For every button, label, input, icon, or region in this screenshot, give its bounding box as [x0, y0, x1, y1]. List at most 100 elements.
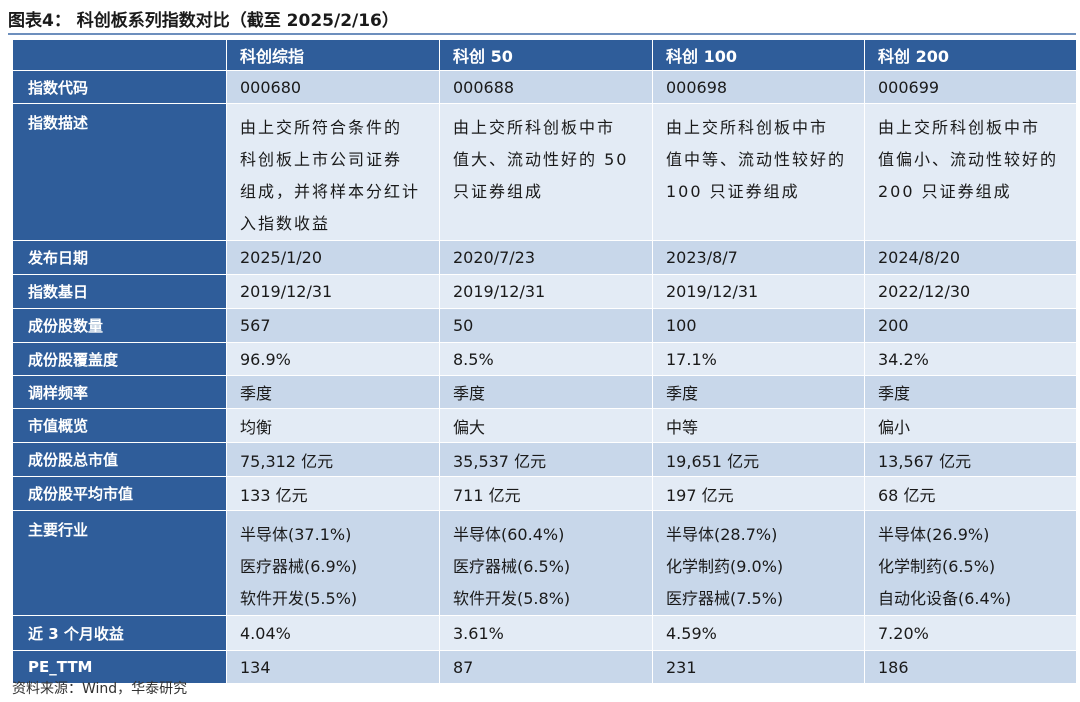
cell-line: 自动化设备(6.4%): [878, 589, 1012, 608]
table-cell: 半导体(26.9%) 化学制药(6.5%) 自动化设备(6.4%): [864, 510, 1077, 616]
table-cell: 4.59%: [652, 615, 865, 651]
table-cell: 中等: [652, 408, 865, 443]
cell-line: 由上交所符合条件的: [240, 118, 403, 137]
table-cell: 75,312 亿元: [226, 442, 440, 477]
column-header: 科创综指: [226, 39, 440, 71]
table-cell: 000688: [439, 70, 653, 104]
table-cell: 由上交所科创板中市 值中等、流动性较好的 100 只证券组成: [652, 103, 865, 241]
table-cell: 季度: [226, 375, 440, 409]
cell-line: 半导体(60.4%): [453, 525, 565, 544]
table-cell: 2019/12/31: [439, 274, 653, 309]
table-cell: 197 亿元: [652, 476, 865, 511]
cell-line: 化学制药(9.0%): [666, 557, 784, 576]
row-label: 成份股总市值: [12, 442, 227, 477]
table-cell: 35,537 亿元: [439, 442, 653, 477]
cell-line: 医疗器械(6.9%): [240, 557, 358, 576]
table-cell: 186: [864, 650, 1077, 684]
cell-line: 100 只证券组成: [666, 182, 800, 201]
row-label: 成份股平均市值: [12, 476, 227, 511]
table-cell: 2025/1/20: [226, 240, 440, 275]
source-note: 资料来源：Wind，华泰研究: [12, 681, 188, 697]
cell-line: 由上交所科创板中市: [666, 118, 829, 137]
header-corner: [12, 39, 227, 71]
cell-line: 化学制药(6.5%): [878, 557, 996, 576]
table-cell: 000698: [652, 70, 865, 104]
title-divider: [8, 33, 1076, 35]
cell-line: 软件开发(5.8%): [453, 589, 571, 608]
cell-line: 200 只证券组成: [878, 182, 1012, 201]
table-cell: 19,651 亿元: [652, 442, 865, 477]
table-cell: 偏小: [864, 408, 1077, 443]
table-cell: 000699: [864, 70, 1077, 104]
table-cell: 由上交所符合条件的 科创板上市公司证券 组成，并将样本分红计 入指数收益: [226, 103, 440, 241]
header-row: 科创综指 科创 50 科创 100 科创 200: [12, 39, 1077, 71]
column-header: 科创 50: [439, 39, 653, 71]
table-cell: 2020/7/23: [439, 240, 653, 275]
table-cell: 134: [226, 650, 440, 684]
table-cell: 50: [439, 308, 653, 343]
row-label: 主要行业: [12, 510, 227, 616]
table-cell: 711 亿元: [439, 476, 653, 511]
table-cell: 231: [652, 650, 865, 684]
table-row: 指数基日 2019/12/31 2019/12/31 2019/12/31 20…: [12, 274, 1077, 309]
table-cell: 100: [652, 308, 865, 343]
row-label: PE_TTM: [12, 650, 227, 684]
cell-line: 半导体(37.1%): [240, 525, 352, 544]
figure-title: 图表4： 科创板系列指数对比（截至 2025/2/16）: [8, 11, 399, 31]
table-row: 成份股平均市值 133 亿元 711 亿元 197 亿元 68 亿元: [12, 476, 1077, 511]
table-cell: 2023/8/7: [652, 240, 865, 275]
cell-line: 医疗器械(6.5%): [453, 557, 571, 576]
table-cell: 34.2%: [864, 342, 1077, 376]
row-label: 指数基日: [12, 274, 227, 309]
column-header: 科创 200: [864, 39, 1077, 71]
table-row: 发布日期 2025/1/20 2020/7/23 2023/8/7 2024/8…: [12, 240, 1077, 275]
index-comparison-table: 科创综指 科创 50 科创 100 科创 200 指数代码 000680 000…: [12, 39, 1077, 684]
table-cell: 13,567 亿元: [864, 442, 1077, 477]
cell-line: 值偏小、流动性较好的: [878, 150, 1059, 169]
table-cell: 567: [226, 308, 440, 343]
row-label: 指数代码: [12, 70, 227, 104]
table-row: 成份股覆盖度 96.9% 8.5% 17.1% 34.2%: [12, 342, 1077, 376]
table-row: 成份股数量 567 50 100 200: [12, 308, 1077, 343]
table-cell: 由上交所科创板中市 值偏小、流动性较好的 200 只证券组成: [864, 103, 1077, 241]
row-label: 成份股数量: [12, 308, 227, 343]
cell-line: 科创板上市公司证券: [240, 150, 403, 169]
table-cell: 200: [864, 308, 1077, 343]
table-cell: 半导体(28.7%) 化学制药(9.0%) 医疗器械(7.5%): [652, 510, 865, 616]
table-row: 指数代码 000680 000688 000698 000699: [12, 70, 1077, 104]
cell-line: 值大、流动性好的 50: [453, 150, 629, 169]
cell-line: 半导体(26.9%): [878, 525, 990, 544]
row-label: 调样频率: [12, 375, 227, 409]
table-cell: 000680: [226, 70, 440, 104]
table-row: 市值概览 均衡 偏大 中等 偏小: [12, 408, 1077, 443]
cell-line: 由上交所科创板中市: [878, 118, 1041, 137]
table-row: 指数描述 由上交所符合条件的 科创板上市公司证券 组成，并将样本分红计 入指数收…: [12, 103, 1077, 241]
table-cell: 87: [439, 650, 653, 684]
row-label: 近 3 个月收益: [12, 615, 227, 651]
table-cell: 季度: [864, 375, 1077, 409]
table-row: 近 3 个月收益 4.04% 3.61% 4.59% 7.20%: [12, 615, 1077, 651]
row-label: 指数描述: [12, 103, 227, 241]
table-cell: 2019/12/31: [652, 274, 865, 309]
table-cell: 8.5%: [439, 342, 653, 376]
table-cell: 17.1%: [652, 342, 865, 376]
table-cell: 2019/12/31: [226, 274, 440, 309]
cell-line: 入指数收益: [240, 214, 331, 233]
cell-line: 半导体(28.7%): [666, 525, 778, 544]
table-row: 主要行业 半导体(37.1%) 医疗器械(6.9%) 软件开发(5.5%) 半导…: [12, 510, 1077, 616]
row-label: 成份股覆盖度: [12, 342, 227, 376]
cell-line: 值中等、流动性较好的: [666, 150, 847, 169]
table-row: 调样频率 季度 季度 季度 季度: [12, 375, 1077, 409]
table-cell: 半导体(37.1%) 医疗器械(6.9%) 软件开发(5.5%): [226, 510, 440, 616]
table-row: PE_TTM 134 87 231 186: [12, 650, 1077, 684]
column-header: 科创 100: [652, 39, 865, 71]
cell-line: 由上交所科创板中市: [453, 118, 616, 137]
cell-line: 组成，并将样本分红计: [240, 182, 421, 201]
table-row: 成份股总市值 75,312 亿元 35,537 亿元 19,651 亿元 13,…: [12, 442, 1077, 477]
table-cell: 2024/8/20: [864, 240, 1077, 275]
table-cell: 2022/12/30: [864, 274, 1077, 309]
table-cell: 68 亿元: [864, 476, 1077, 511]
table-cell: 由上交所科创板中市 值大、流动性好的 50 只证券组成: [439, 103, 653, 241]
row-label: 市值概览: [12, 408, 227, 443]
table-cell: 4.04%: [226, 615, 440, 651]
